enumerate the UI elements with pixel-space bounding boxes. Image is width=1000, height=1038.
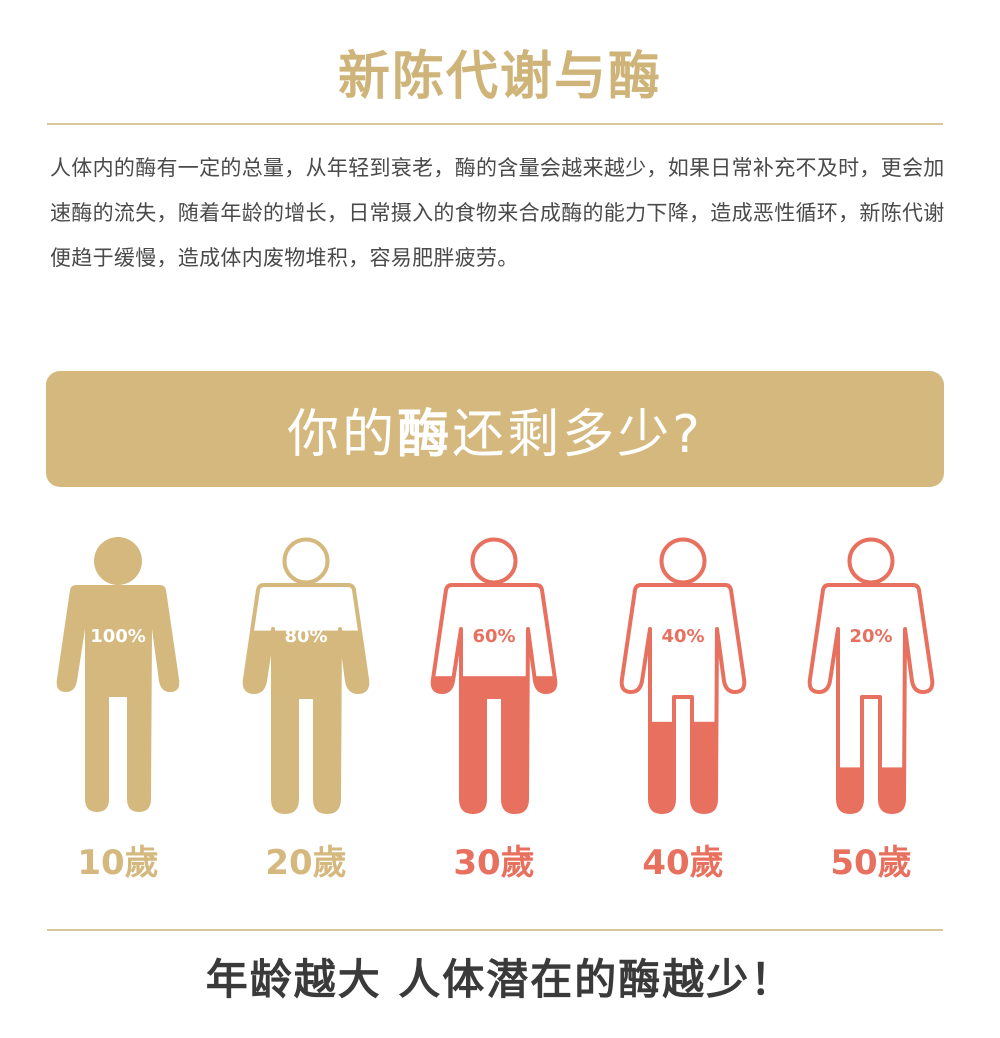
title-divider xyxy=(47,123,943,125)
person-svg: 100% xyxy=(56,537,180,812)
person-figure-50: 20% xyxy=(806,537,936,817)
person-figure-40: 40% xyxy=(618,537,748,817)
age-label-50: 50歲 xyxy=(830,843,912,883)
age-label-30: 30歲 xyxy=(453,843,535,883)
conclusion-text: 年龄越大 人体潜在的酶越少！ xyxy=(205,955,795,1004)
banner-text: 你的酶还剩多少? xyxy=(287,392,703,467)
enzyme-level-fill xyxy=(809,767,933,812)
bottom-divider xyxy=(47,929,943,931)
percent-label: 100% xyxy=(90,626,146,647)
percent-label: 60% xyxy=(472,626,515,647)
person-head xyxy=(282,537,330,585)
age-label-40: 40歲 xyxy=(642,843,724,883)
banner-prefix: 你的 xyxy=(287,404,398,465)
banner-suffix: 还剩多少? xyxy=(452,404,703,465)
person-outline xyxy=(430,583,558,814)
age-label-10: 10歲 xyxy=(77,843,159,883)
person-body xyxy=(809,585,933,812)
person-outline xyxy=(619,583,747,814)
person-head xyxy=(94,537,142,585)
person-outline xyxy=(242,583,370,814)
enzyme-level-fill xyxy=(244,630,368,812)
person-head xyxy=(847,537,895,585)
person-svg: 40% xyxy=(619,537,747,814)
percent-label: 20% xyxy=(849,626,892,647)
page-title: 新陈代谢与酶 xyxy=(337,47,662,107)
person-head xyxy=(659,537,707,585)
person-figure-30: 60% xyxy=(429,537,559,817)
person-outline xyxy=(807,583,935,814)
person-head xyxy=(470,537,518,585)
question-banner: 你的酶还剩多少? xyxy=(46,371,944,487)
banner-highlight: 酶 xyxy=(397,404,453,465)
intro-paragraph: 人体内的酶有一定的总量，从年轻到衰老，酶的含量会越来越少，如果日常补充不及时，更… xyxy=(50,156,945,270)
enzyme-level-fill xyxy=(621,721,745,812)
person-body xyxy=(56,585,180,812)
age-label-20: 20歲 xyxy=(265,843,347,883)
percent-label: 40% xyxy=(661,626,704,647)
percent-label: 80% xyxy=(284,626,327,647)
person-figure-10: 100% xyxy=(53,537,183,817)
person-figure-20: 80% xyxy=(241,537,371,817)
person-svg: 60% xyxy=(430,537,558,814)
person-svg: 20% xyxy=(807,537,935,814)
person-svg: 80% xyxy=(242,537,370,814)
